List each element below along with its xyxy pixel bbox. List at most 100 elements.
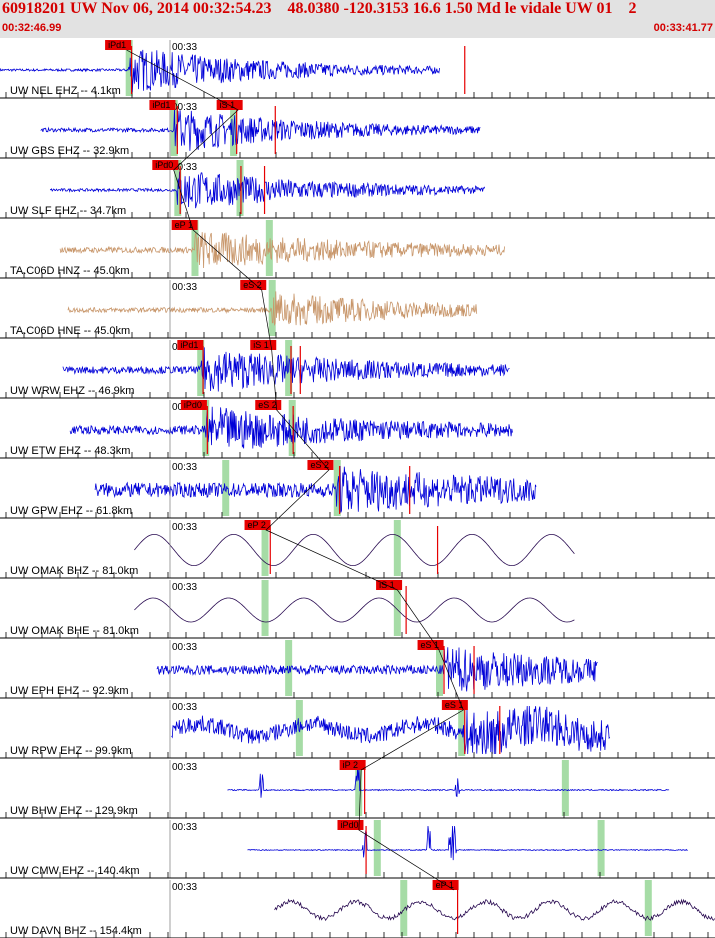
trace-row[interactable]: 00:33 eS 1 UW RPW EHZ -- 99.9km [0,700,715,759]
pick-label-box[interactable] [171,220,198,230]
seismic-waveform [62,347,510,392]
pick-label[interactable]: eS 2 [243,280,262,290]
sample-window [285,640,293,696]
pick-label-box[interactable] [180,400,207,410]
pick-label[interactable]: iS 1 [220,100,236,110]
pick-label[interactable]: iPd0 [155,160,173,170]
pick-label-box[interactable] [152,160,179,170]
minute-label: 00:33 [172,462,197,473]
seismic-waveform [59,232,505,269]
trace-row[interactable]: 00:33 iPd1 UW NEL EHZ -- 4.1km [0,40,715,99]
sample-window [261,520,269,576]
pick-label[interactable]: iPd0 [340,820,358,830]
trace-row[interactable]: 00:33iPd0eS 2UW ETW EHZ -- 48.3km [0,400,715,459]
sample-window [261,580,269,636]
minute-label: 00:33 [172,42,197,53]
pick-label[interactable]: eS 2 [310,460,329,470]
station-label: UW OMAK BHE -- 81.0km [10,625,139,637]
sample-window [202,400,210,456]
pick-label-box[interactable] [244,520,271,530]
sample-window [400,880,408,936]
minute-label: 00:33 [172,762,197,773]
pick-label[interactable]: eS 1 [445,700,464,710]
station-label: UW NEL EHZ -- 4.1km [10,85,121,97]
pick-label[interactable]: eS 2 [258,400,277,410]
sample-window [197,340,205,396]
pick-label-box[interactable] [441,700,468,710]
pick-label-box[interactable] [307,460,334,470]
minute-label: 00:33 [172,282,197,293]
pick-label[interactable]: iS 1 [253,340,269,350]
seismic-waveform [69,406,513,449]
pick-label-box[interactable] [149,100,176,110]
trace-row[interactable]: 00:33 eP 1 UW DAVN BHZ -- 154.4km [0,880,715,938]
sample-window [597,820,605,876]
pick-label[interactable]: iP 2 [343,760,358,770]
minute-label: 00:33 [172,882,197,893]
pick-label[interactable]: eP 1 [175,220,193,230]
seismic-waveform [94,465,537,514]
pick-label-box[interactable] [250,340,277,350]
trace-row[interactable]: 00:33 eS 2 TA.C06D HNE -- 45.0km [0,280,715,339]
seismic-waveform [247,825,688,861]
trace-row[interactable]: 00:33 eS 2 UW GPW EHZ -- 61.8km [0,460,715,519]
seismic-waveform [156,647,598,692]
trace-row[interactable]: 00:33 eS 1 UW EPH EHZ -- 92.9km [0,640,715,699]
pick-label-box[interactable] [177,340,204,350]
seismic-waveform [134,534,575,566]
station-label: UW EPH EHZ -- 92.9km [10,685,129,697]
event-title: 60918201 UW Nov 06, 2014 00:32:54.23 48.… [2,0,637,17]
pick-label[interactable]: iPd1 [152,100,170,110]
pick-label-box[interactable] [105,40,132,50]
pick-label-box[interactable] [255,400,282,410]
pick-label-box[interactable] [240,280,267,290]
pick-label[interactable]: eP 1 [436,880,454,890]
seismic-waveform [49,171,486,209]
minute-label: 00:33 [172,582,197,593]
pick-label[interactable]: eP 2 [248,520,266,530]
seismic-waveform [40,107,481,151]
pick-label[interactable]: iPd1 [180,340,198,350]
pick-label[interactable]: eS 1 [421,640,440,650]
travel-time-curve [126,49,464,891]
station-label: UW WRW EHZ -- 46.9km [10,385,134,397]
seismic-waveform [227,767,670,798]
station-label: UW CMW EHZ -- 140.4km [10,865,140,877]
pick-label-box[interactable] [337,820,364,830]
pick-label-box[interactable] [417,640,444,650]
sample-window [222,460,230,516]
seismic-waveform [171,705,611,755]
trace-row[interactable]: 00:33 iS 1UW OMAK BHE -- 81.0km [0,580,715,639]
trace-row[interactable]: 00:33 iPd0 UW CMW EHZ -- 140.4km [0,820,715,879]
pick-label-box[interactable] [376,580,403,590]
minute-label: 00:33 [172,522,197,533]
seismic-waveform [67,291,478,327]
minute-label: 00:33 [172,702,197,713]
station-label: TA.C06D HNE -- 45.0km [10,325,130,337]
trace-row[interactable]: 00:33 eP 2 UW OMAK BHZ -- 81.0km [0,520,715,579]
sample-window [458,700,466,756]
station-label: TA.C06D HNZ -- 45.0km [10,265,130,277]
seismic-waveform [134,597,575,623]
sample-window [268,280,276,336]
minute-label: 00:33 [172,822,197,833]
pick-label-box[interactable] [216,100,243,110]
minute-label: 00:33 [172,162,197,173]
seismic-waveform [274,898,715,922]
pick-label[interactable]: iPd0 [184,400,202,410]
station-label: UW SLF EHZ -- 34.7km [10,205,126,217]
minute-label: 00:33 [172,102,197,113]
pick-label[interactable]: iPd1 [108,40,126,50]
station-label: UW RPW EHZ -- 99.9km [10,745,132,757]
start-time-label: 00:32:46.99 [2,22,62,34]
pick-label-box[interactable] [339,760,366,770]
station-label: UW GBS EHZ -- 32.9km [10,145,129,157]
sample-window [355,760,363,816]
trace-row[interactable]: 00:33 iP 2 UW BHW EHZ -- 129.9km [0,760,715,819]
station-label: UW ETW EHZ -- 48.3km [10,445,130,457]
